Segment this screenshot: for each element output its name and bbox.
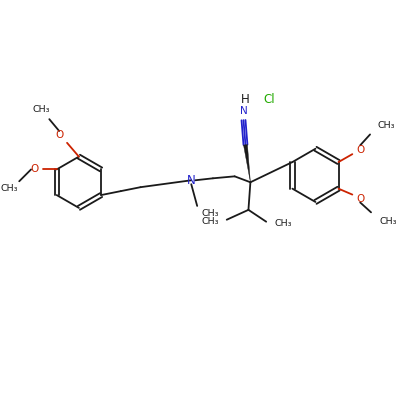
Text: CH₃: CH₃ — [274, 219, 292, 228]
Text: N: N — [240, 106, 247, 116]
Text: CH₃: CH₃ — [1, 184, 18, 193]
Text: O: O — [55, 130, 63, 140]
Text: CH₃: CH₃ — [201, 209, 219, 218]
Text: CH₃: CH₃ — [380, 217, 398, 226]
Text: CH₃: CH₃ — [33, 105, 50, 114]
Text: H: H — [241, 93, 250, 106]
Text: CH₃: CH₃ — [201, 217, 219, 226]
Text: O: O — [356, 145, 364, 155]
Text: CH₃: CH₃ — [378, 121, 396, 130]
Polygon shape — [244, 144, 250, 182]
Text: Cl: Cl — [263, 93, 275, 106]
Text: O: O — [31, 164, 39, 174]
Text: O: O — [356, 194, 364, 204]
Text: N: N — [187, 174, 196, 187]
